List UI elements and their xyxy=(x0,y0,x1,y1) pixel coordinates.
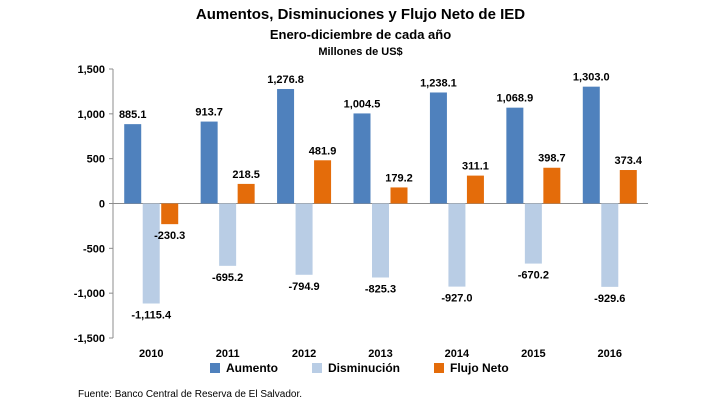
data-label: 1,004.5 xyxy=(344,98,381,110)
data-label: -230.3 xyxy=(154,230,185,242)
data-label: -927.0 xyxy=(441,293,472,305)
bar-disminuci-n-2015 xyxy=(524,203,542,264)
bar-aumento-2010 xyxy=(124,124,142,204)
bar-aumento-2011 xyxy=(200,121,218,204)
data-label: -695.2 xyxy=(212,272,243,284)
data-label: -929.6 xyxy=(594,293,625,305)
bar-flujo-neto-2013 xyxy=(390,187,408,204)
bar-flujo-neto-2015 xyxy=(543,167,561,204)
bar-disminuci-n-2012 xyxy=(295,203,313,275)
source-note: Fuente: Banco Central de Reserva de El S… xyxy=(78,389,303,400)
y-tick-label: 1,000 xyxy=(77,109,105,121)
bar-disminuci-n-2016 xyxy=(601,203,619,287)
x-tick-label: 2012 xyxy=(292,348,316,360)
bar-aumento-2012 xyxy=(277,89,295,204)
chart-unit-label: Millones de US$ xyxy=(318,46,403,58)
legend-swatch-aumento xyxy=(210,363,220,373)
x-tick-label: 2011 xyxy=(216,348,240,360)
y-tick-label: -500 xyxy=(83,243,105,255)
y-tick-label: 500 xyxy=(87,154,105,166)
legend-item-flujo-neto: Flujo Neto xyxy=(434,361,509,375)
x-tick-label: 2014 xyxy=(445,348,470,360)
data-label: 311.1 xyxy=(462,161,489,173)
bar-flujo-neto-2011 xyxy=(237,183,255,204)
legend-label-flujo-neto: Flujo Neto xyxy=(450,361,509,375)
legend-swatch-disminucion xyxy=(312,363,322,373)
chart-title: Aumentos, Disminuciones y Flujo Neto de … xyxy=(195,6,526,23)
data-label: 481.9 xyxy=(309,145,337,157)
bar-flujo-neto-2014 xyxy=(466,175,484,204)
bar-aumento-2015 xyxy=(506,107,524,204)
data-label: 1,276.8 xyxy=(267,74,304,86)
bar-disminuci-n-2010 xyxy=(142,203,160,304)
bar-aumento-2013 xyxy=(353,113,371,204)
y-tick-label: 1,500 xyxy=(77,64,105,76)
bar-flujo-neto-2016 xyxy=(619,170,637,204)
bar-disminuci-n-2011 xyxy=(219,203,237,266)
bar-aumento-2016 xyxy=(582,86,600,204)
bar-disminuci-n-2014 xyxy=(448,203,466,287)
legend-item-aumento: Aumento xyxy=(210,361,278,375)
x-tick-label: 2015 xyxy=(521,348,545,360)
data-label: 1,303.0 xyxy=(573,72,610,84)
chart-subtitle: Enero-diciembre de cada año xyxy=(269,27,452,42)
bar-aumento-2014 xyxy=(429,92,447,204)
data-label: 179.2 xyxy=(385,172,413,184)
legend-item-disminucion: Disminución xyxy=(312,361,400,375)
data-label: 1,068.9 xyxy=(497,93,534,105)
bar-disminuci-n-2013 xyxy=(372,203,389,278)
data-label: 398.7 xyxy=(538,153,566,165)
data-label: -670.2 xyxy=(518,270,549,282)
y-tick-label: 0 xyxy=(99,199,105,211)
data-label: 885.1 xyxy=(119,109,147,121)
bar-flujo-neto-2012 xyxy=(314,160,332,204)
legend: Aumento Disminución Flujo Neto xyxy=(210,361,509,375)
data-label: 1,238.1 xyxy=(420,77,457,89)
data-label: -1,115.4 xyxy=(131,310,172,322)
data-label: 218.5 xyxy=(232,169,260,181)
x-tick-label: 2010 xyxy=(139,348,163,360)
x-tick-label: 2013 xyxy=(368,348,392,360)
legend-label-disminucion: Disminución xyxy=(328,361,401,375)
data-label: 373.4 xyxy=(615,155,643,167)
data-label: -825.3 xyxy=(365,284,396,296)
y-tick-label: -1,000 xyxy=(74,288,105,300)
data-label: -794.9 xyxy=(288,281,319,293)
bar-flujo-neto-2010 xyxy=(161,203,179,225)
data-label: 913.7 xyxy=(195,107,223,119)
legend-label-aumento: Aumento xyxy=(226,361,278,375)
y-tick-label: -1,500 xyxy=(74,333,105,345)
x-tick-label: 2016 xyxy=(598,348,622,360)
legend-swatch-flujo-neto xyxy=(434,363,445,373)
